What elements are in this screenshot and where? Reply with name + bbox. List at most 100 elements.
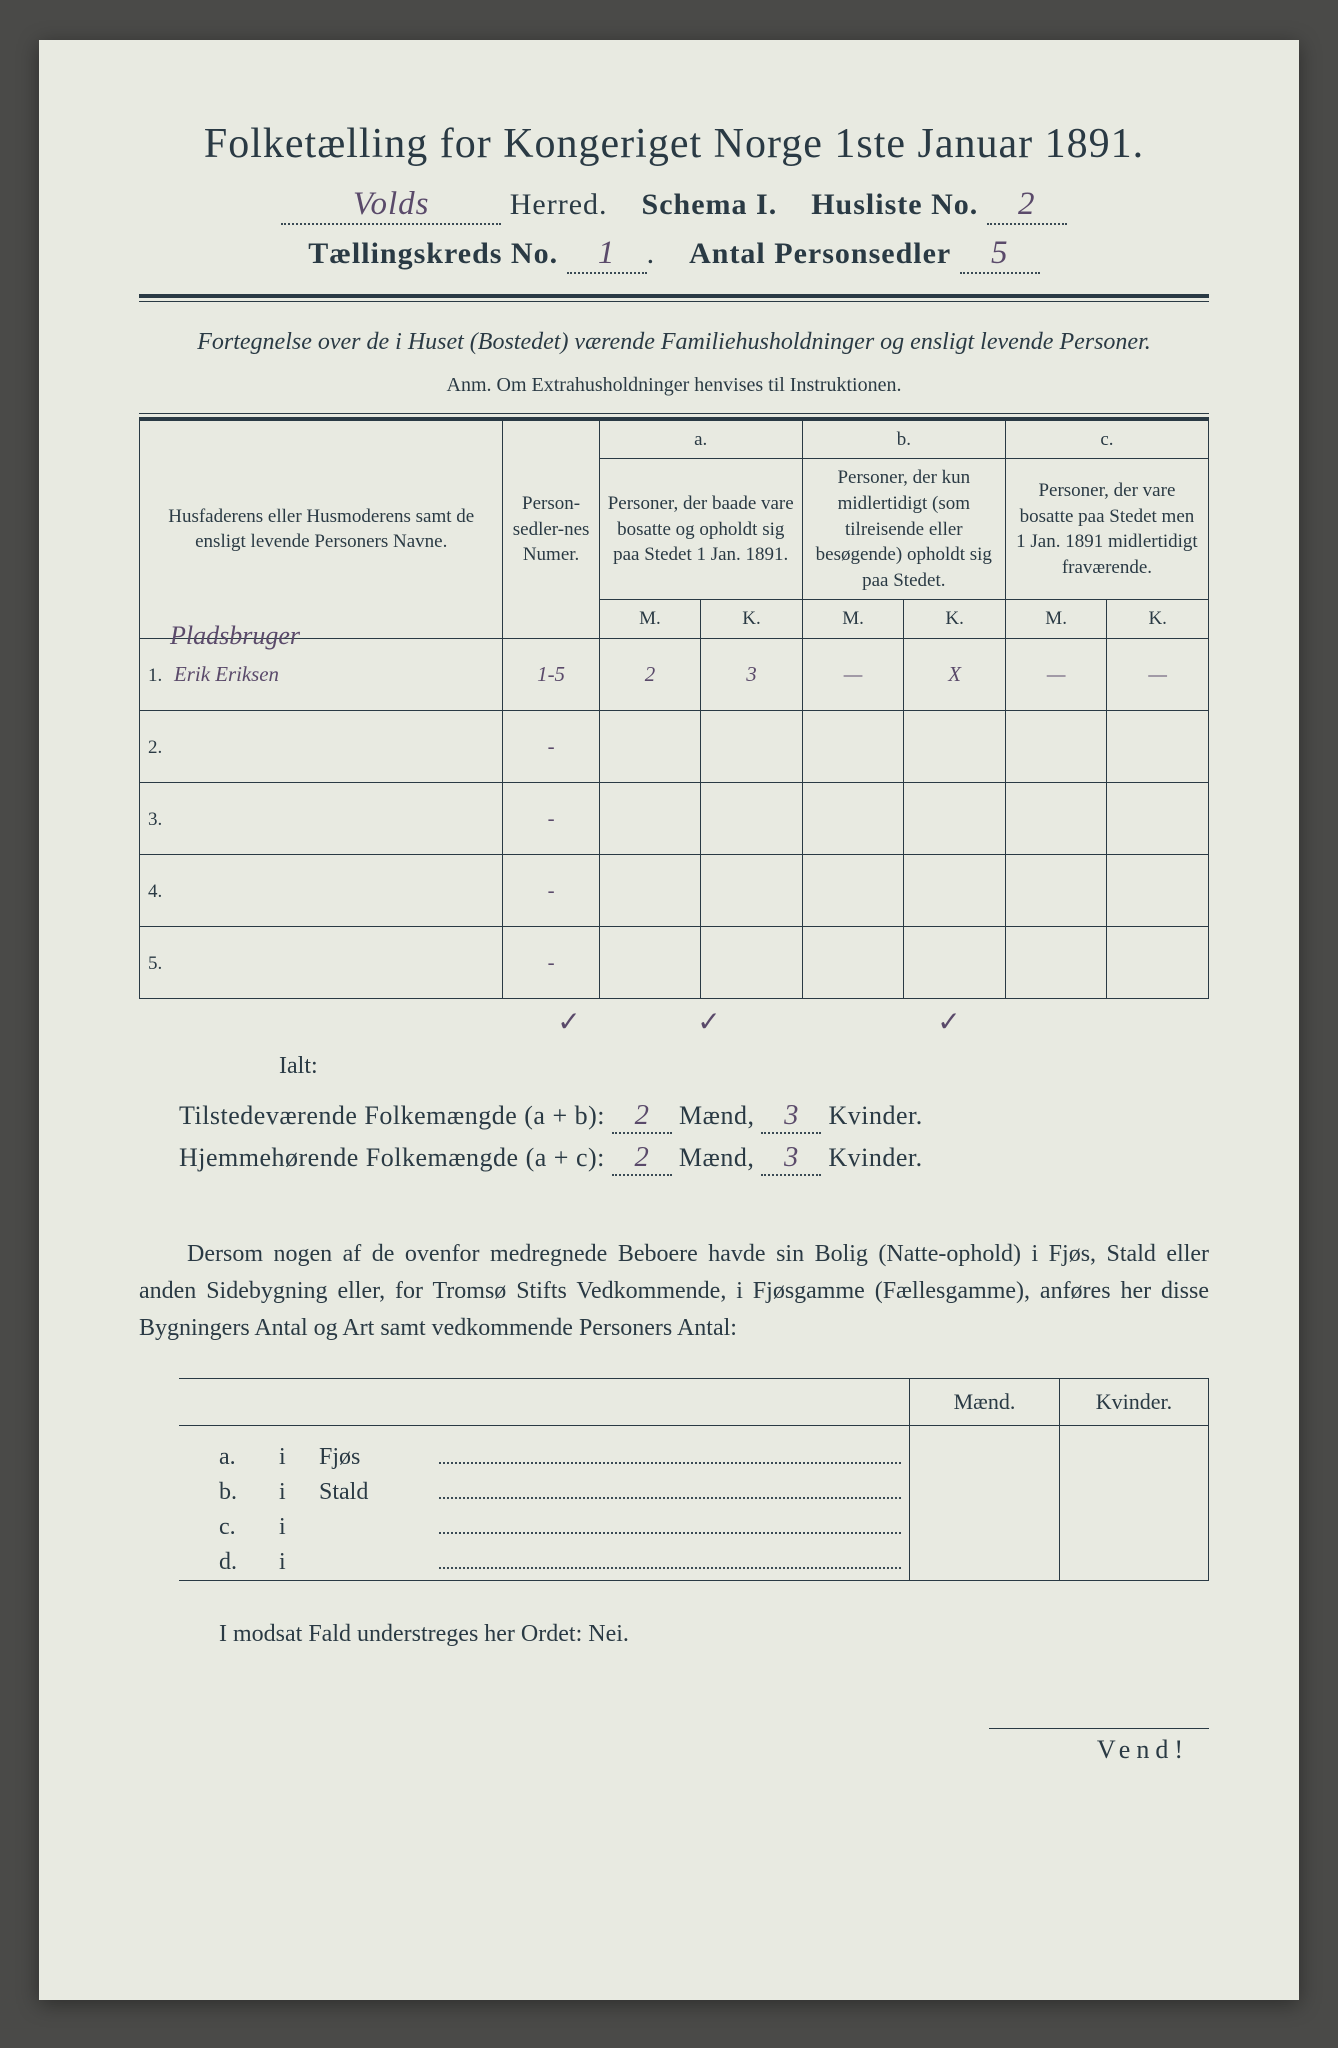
- census-form-page: Folketælling for Kongeriget Norge 1ste J…: [39, 40, 1299, 2000]
- rule-1: [139, 294, 1209, 302]
- summary2-k: 3: [761, 1142, 821, 1176]
- dotted-line: [439, 1475, 901, 1499]
- building-i: i: [279, 1514, 319, 1541]
- check-a: ✓: [519, 1005, 619, 1039]
- husliste-value: 2: [987, 186, 1067, 225]
- buildings-maend: Mænd.: [909, 1379, 1059, 1425]
- check-marks: ✓ ✓ ✓: [519, 1005, 1209, 1039]
- header-line-1: Volds Herred. Schema I. Husliste No. 2: [139, 186, 1209, 225]
- cell-bK: [904, 711, 1006, 783]
- cell-bK: X: [904, 639, 1006, 711]
- cell-num: -: [503, 855, 599, 927]
- row-name-cell: 2.: [140, 711, 503, 783]
- building-row: b.iStald: [219, 1475, 909, 1506]
- occupation-text: Pladsbruger: [170, 621, 300, 651]
- husliste-label: Husliste No.: [811, 188, 978, 221]
- table-row: 3. -: [140, 783, 1209, 855]
- row-number: 3.: [148, 809, 174, 831]
- summary1-k: 3: [761, 1100, 821, 1134]
- maend-label-1: Mænd,: [679, 1101, 754, 1130]
- household-table: Husfaderens eller Husmoderens samt de en…: [139, 420, 1209, 999]
- check-c: ✓: [899, 1005, 999, 1039]
- row-name-cell: 3.: [140, 783, 503, 855]
- dotted-line: [439, 1545, 901, 1569]
- cell-aK: [701, 711, 803, 783]
- cell-num: -: [503, 927, 599, 999]
- row-number: 5.: [148, 953, 174, 975]
- building-i: i: [279, 1479, 319, 1506]
- row-name-cell: 4.: [140, 855, 503, 927]
- summary1-label: Tilstedeværende Folkemængde (a + b):: [179, 1101, 605, 1130]
- cell-aK: [701, 855, 803, 927]
- cell-bK: [904, 927, 1006, 999]
- cell-aM: [599, 711, 701, 783]
- col-b-m: M.: [802, 600, 904, 639]
- cell-num: 1-5: [503, 639, 599, 711]
- buildings-kvinder: Kvinder.: [1059, 1379, 1209, 1425]
- table-row: Pladsbruger1.Erik Eriksen1-523—X——: [140, 639, 1209, 711]
- herred-label: Herred.: [510, 188, 608, 221]
- intro-text: Fortegnelse over de i Huset (Bostedet) v…: [139, 326, 1209, 360]
- kreds-value: 1: [567, 235, 647, 274]
- col-a-m: M.: [599, 600, 701, 639]
- col-c-letter: c.: [1005, 420, 1208, 459]
- cell-bM: [802, 855, 904, 927]
- building-letter: b.: [219, 1479, 279, 1506]
- col-a-letter: a.: [599, 420, 802, 459]
- table-row: 4. -: [140, 855, 1209, 927]
- rule-2: [139, 413, 1209, 420]
- buildings-body: a.iFjøsb.iStaldc.id.i: [179, 1426, 1209, 1581]
- cell-num: -: [503, 711, 599, 783]
- ialt-label: Ialt:: [279, 1053, 1209, 1080]
- cell-cK: [1107, 855, 1209, 927]
- paragraph-text: Dersom nogen af de ovenfor medregnede Be…: [139, 1236, 1209, 1348]
- cell-aM: [599, 855, 701, 927]
- cell-cK: [1107, 927, 1209, 999]
- row-name-cell: Pladsbruger1.Erik Eriksen: [140, 639, 503, 711]
- building-letter: d.: [219, 1549, 279, 1576]
- building-name: Fjøs: [319, 1444, 439, 1471]
- vend-text: Vend!: [989, 1728, 1209, 1765]
- cell-bM: [802, 927, 904, 999]
- cell-num: -: [503, 783, 599, 855]
- cell-cM: [1005, 927, 1107, 999]
- kreds-label: Tællingskreds No.: [308, 237, 558, 270]
- header-line-2: Tællingskreds No. 1. Antal Personsedler …: [139, 235, 1209, 274]
- row-number: 2.: [148, 737, 174, 759]
- cell-aM: 2: [599, 639, 701, 711]
- col-head-num: Person-sedler-nes Numer.: [503, 420, 599, 638]
- cell-cM: [1005, 711, 1107, 783]
- cell-aM: [599, 927, 701, 999]
- anm-text: Anm. Om Extrahusholdninger henvises til …: [139, 374, 1209, 397]
- dotted-line: [439, 1440, 901, 1464]
- building-letter: c.: [219, 1514, 279, 1541]
- row-number: 4.: [148, 881, 174, 903]
- col-b-k: K.: [904, 600, 1006, 639]
- cell-aM: [599, 783, 701, 855]
- building-row: a.iFjøs: [219, 1440, 909, 1471]
- row-number: 1.: [148, 665, 174, 687]
- cell-aK: [701, 927, 803, 999]
- building-i: i: [279, 1444, 319, 1471]
- row-name-cell: 5.: [140, 927, 503, 999]
- cell-aK: [701, 783, 803, 855]
- building-row: d.i: [219, 1545, 909, 1576]
- kvinder-label-2: Kvinder.: [828, 1143, 922, 1172]
- col-head-name: Husfaderens eller Husmoderens samt de en…: [140, 420, 503, 638]
- cell-bM: —: [802, 639, 904, 711]
- cell-cM: [1005, 783, 1107, 855]
- cell-bK: [904, 855, 1006, 927]
- building-name: Stald: [319, 1479, 439, 1506]
- cell-bK: [904, 783, 1006, 855]
- col-c-head: Personer, der vare bosatte paa Stedet me…: [1005, 459, 1208, 600]
- summary1-m: 2: [612, 1100, 672, 1134]
- nei-text: I modsat Fald understreges her Ordet: Ne…: [219, 1621, 1209, 1648]
- check-b: ✓: [659, 1005, 759, 1039]
- sedler-value: 5: [960, 235, 1040, 274]
- kvinder-label-1: Kvinder.: [828, 1101, 922, 1130]
- col-c-m: M.: [1005, 600, 1107, 639]
- col-a-k: K.: [701, 600, 803, 639]
- dotted-line: [439, 1510, 901, 1534]
- building-letter: a.: [219, 1444, 279, 1471]
- herred-value: Volds: [281, 186, 501, 225]
